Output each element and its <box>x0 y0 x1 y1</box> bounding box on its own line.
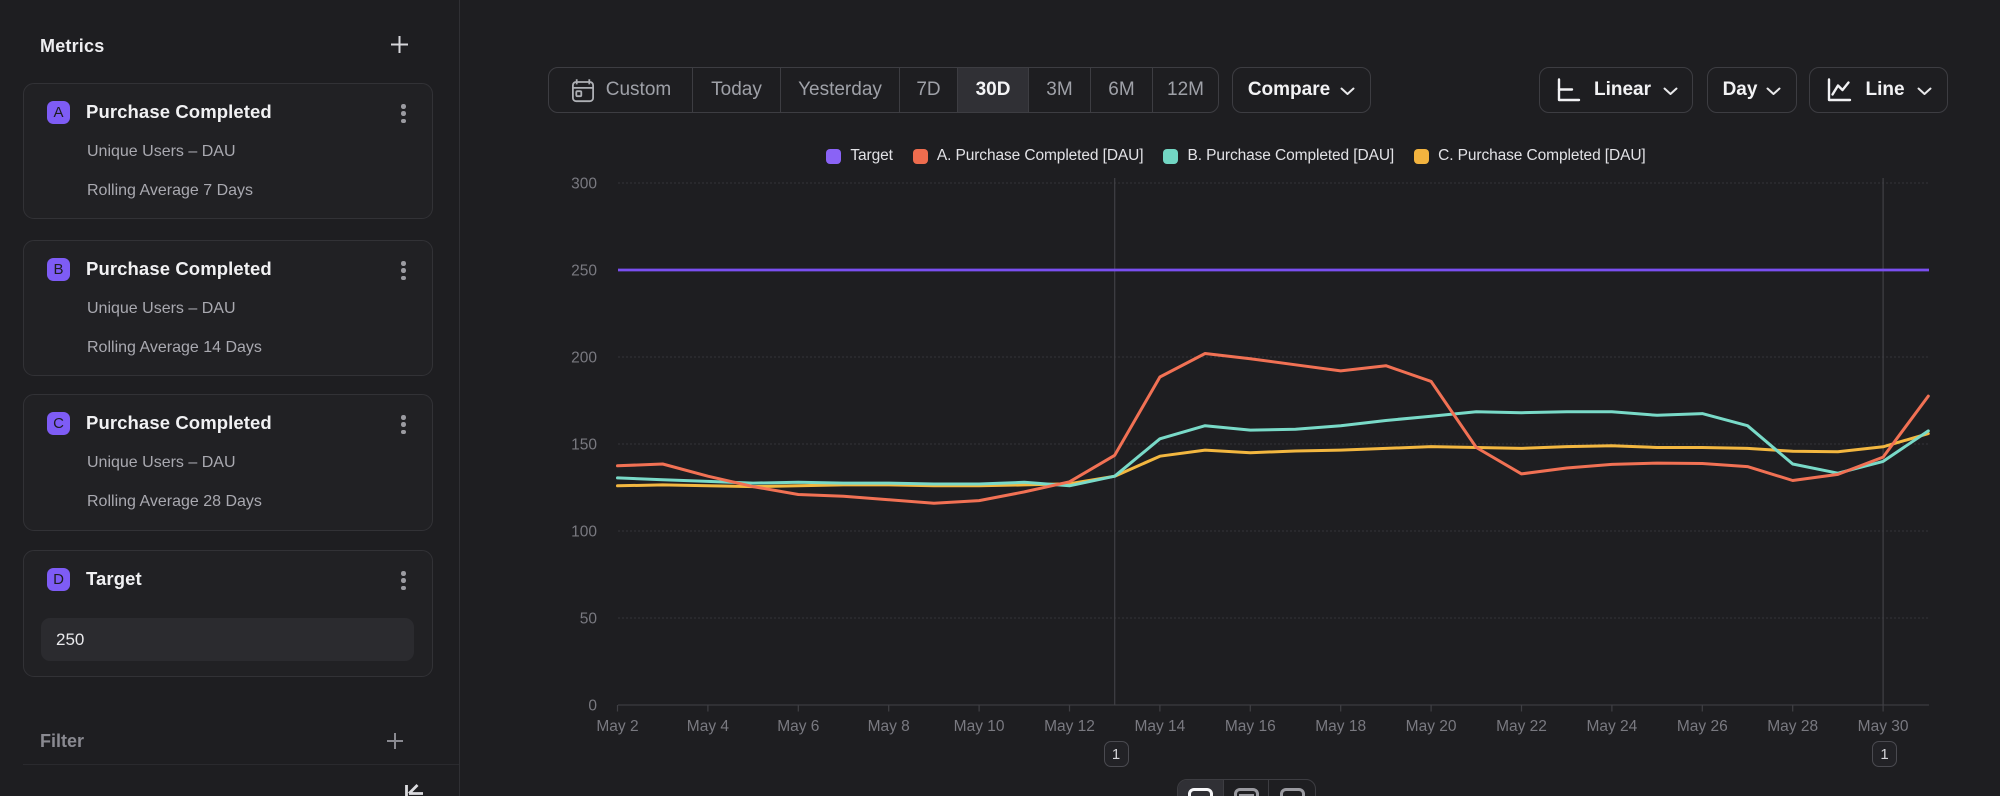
svg-text:May 24: May 24 <box>1586 718 1637 735</box>
svg-text:May 4: May 4 <box>687 718 730 735</box>
svg-text:May 6: May 6 <box>777 718 819 735</box>
svg-text:May 30: May 30 <box>1858 718 1909 735</box>
svg-text:250: 250 <box>571 263 597 280</box>
svg-text:May 20: May 20 <box>1406 718 1457 735</box>
svg-text:300: 300 <box>571 176 597 193</box>
svg-text:May 12: May 12 <box>1044 718 1095 735</box>
svg-text:May 18: May 18 <box>1315 718 1366 735</box>
svg-text:0: 0 <box>588 698 597 715</box>
svg-text:May 22: May 22 <box>1496 718 1547 735</box>
svg-text:150: 150 <box>571 437 597 454</box>
svg-text:May 8: May 8 <box>868 718 910 735</box>
svg-text:May 28: May 28 <box>1767 718 1818 735</box>
svg-text:May 26: May 26 <box>1677 718 1728 735</box>
svg-text:200: 200 <box>571 350 597 367</box>
svg-text:100: 100 <box>571 524 597 541</box>
svg-text:May 16: May 16 <box>1225 718 1276 735</box>
svg-text:May 2: May 2 <box>596 718 638 735</box>
svg-text:May 10: May 10 <box>954 718 1005 735</box>
svg-text:50: 50 <box>580 611 598 628</box>
svg-text:May 14: May 14 <box>1134 718 1185 735</box>
